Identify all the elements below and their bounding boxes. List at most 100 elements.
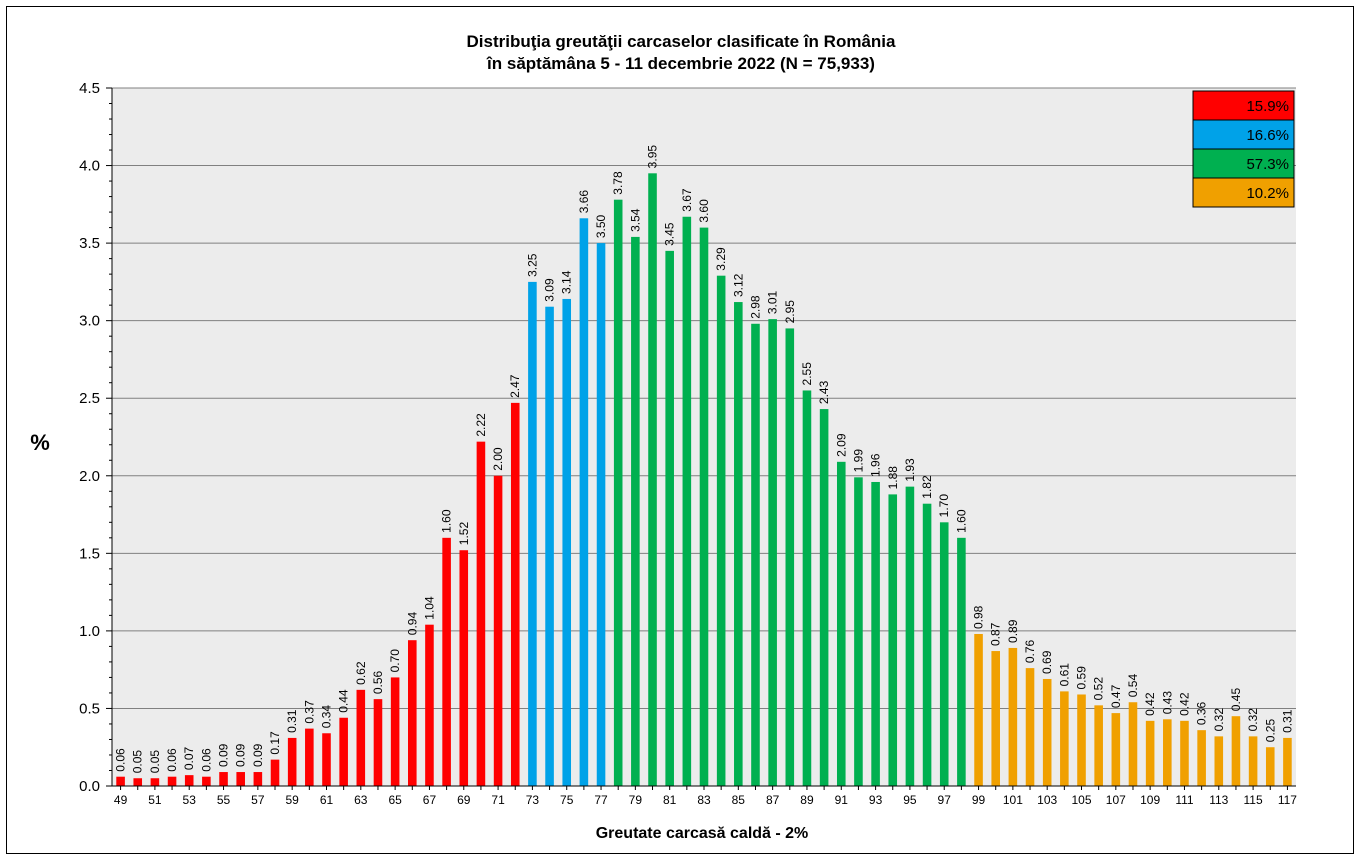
bar <box>202 776 211 786</box>
data-label: 0.05 <box>148 750 162 774</box>
bar <box>1231 716 1241 786</box>
y-tick-label: 4.0 <box>79 158 100 175</box>
x-tick-label: 55 <box>217 793 231 807</box>
bar <box>1214 736 1224 786</box>
data-label: 0.37 <box>302 700 316 724</box>
data-label: 2.00 <box>491 447 505 471</box>
bar <box>356 689 366 786</box>
bar <box>305 728 314 786</box>
bar <box>682 216 692 787</box>
data-label: 0.98 <box>972 605 986 629</box>
data-label: 3.78 <box>611 171 625 195</box>
bar <box>459 550 469 786</box>
bar <box>339 717 348 786</box>
data-label: 0.94 <box>405 612 419 636</box>
data-label: 3.14 <box>560 270 574 294</box>
data-label: 0.25 <box>1263 719 1277 743</box>
data-label: 1.70 <box>937 494 951 518</box>
y-tick-label: 2.0 <box>79 468 100 485</box>
bar <box>1077 694 1086 786</box>
data-label: 0.06 <box>199 748 213 772</box>
bar <box>545 306 554 786</box>
x-tick-label: 59 <box>285 793 299 807</box>
x-tick-label: 105 <box>1071 793 1091 807</box>
data-label: 2.22 <box>474 413 488 437</box>
data-label: 2.55 <box>800 362 814 386</box>
bar <box>150 778 160 786</box>
x-tick-label: 93 <box>869 793 883 807</box>
x-tick-label: 65 <box>388 793 402 807</box>
bar <box>768 319 777 786</box>
bar <box>819 409 829 786</box>
bar <box>871 481 880 786</box>
data-label: 3.29 <box>714 247 728 271</box>
data-label: 3.67 <box>680 188 694 212</box>
bar <box>699 227 709 787</box>
x-tick-label: 83 <box>697 793 711 807</box>
bar <box>785 328 795 786</box>
bar <box>836 461 846 786</box>
data-label: 0.52 <box>1092 677 1106 701</box>
x-tick-label: 113 <box>1209 793 1228 807</box>
x-tick-label: 57 <box>251 793 265 807</box>
y-tick-label: 0.0 <box>79 778 100 795</box>
bar <box>751 323 760 786</box>
y-axis-label: % <box>30 430 50 455</box>
chart-subtitle: în săptămâna 5 - 11 decembrie 2022 (N = … <box>486 54 875 73</box>
bar <box>1180 720 1189 786</box>
x-tick-label: 77 <box>594 793 608 807</box>
x-tick-label: 63 <box>354 793 368 807</box>
data-label: 0.89 <box>1006 619 1020 643</box>
data-label: 3.25 <box>525 253 539 277</box>
data-label: 1.04 <box>422 596 436 620</box>
y-tick-label: 3.0 <box>79 313 100 330</box>
bar <box>167 776 177 786</box>
x-tick-label: 67 <box>423 793 437 807</box>
legend-label: 16.6% <box>1246 127 1289 144</box>
bar <box>613 199 623 786</box>
bar <box>631 236 640 786</box>
bar <box>133 778 143 786</box>
data-label: 0.56 <box>371 670 385 694</box>
legend-label: 15.9% <box>1246 98 1289 115</box>
x-tick-label: 79 <box>629 793 643 807</box>
x-tick-label: 103 <box>1037 793 1057 807</box>
bar <box>562 298 572 786</box>
data-label: 0.42 <box>1177 692 1191 716</box>
bar <box>1128 702 1138 786</box>
data-label: 0.54 <box>1126 674 1140 698</box>
bar <box>1248 736 1258 786</box>
data-label: 1.99 <box>851 449 865 473</box>
data-label: 0.44 <box>337 689 351 713</box>
data-label: 0.17 <box>268 731 282 755</box>
data-label: 0.45 <box>1229 688 1243 712</box>
x-tick-label: 53 <box>183 793 197 807</box>
x-tick-label: 91 <box>835 793 849 807</box>
x-tick-label: 95 <box>903 793 917 807</box>
data-label: 3.01 <box>766 290 780 314</box>
data-label: 0.09 <box>234 743 248 767</box>
bar <box>390 677 400 786</box>
bar <box>579 218 589 786</box>
bar <box>1197 730 1206 786</box>
data-label: 2.47 <box>508 374 522 398</box>
bar <box>939 522 949 786</box>
data-label: 0.61 <box>1057 663 1071 687</box>
x-tick-label: 61 <box>320 793 334 807</box>
x-tick-label: 89 <box>800 793 814 807</box>
data-label: 2.98 <box>748 295 762 319</box>
bar <box>1008 647 1018 786</box>
bar <box>510 402 520 786</box>
bar <box>287 737 297 786</box>
bar <box>236 772 245 786</box>
data-label: 0.70 <box>388 649 402 673</box>
bar <box>957 537 966 786</box>
bar <box>734 302 743 786</box>
bar <box>1163 719 1172 786</box>
data-label: 0.31 <box>1280 709 1294 733</box>
chart-title: Distribuţia greutăţii carcaselor clasifi… <box>467 32 896 51</box>
x-tick-label: 99 <box>972 793 986 807</box>
bar <box>1111 713 1121 786</box>
bar <box>425 624 434 786</box>
